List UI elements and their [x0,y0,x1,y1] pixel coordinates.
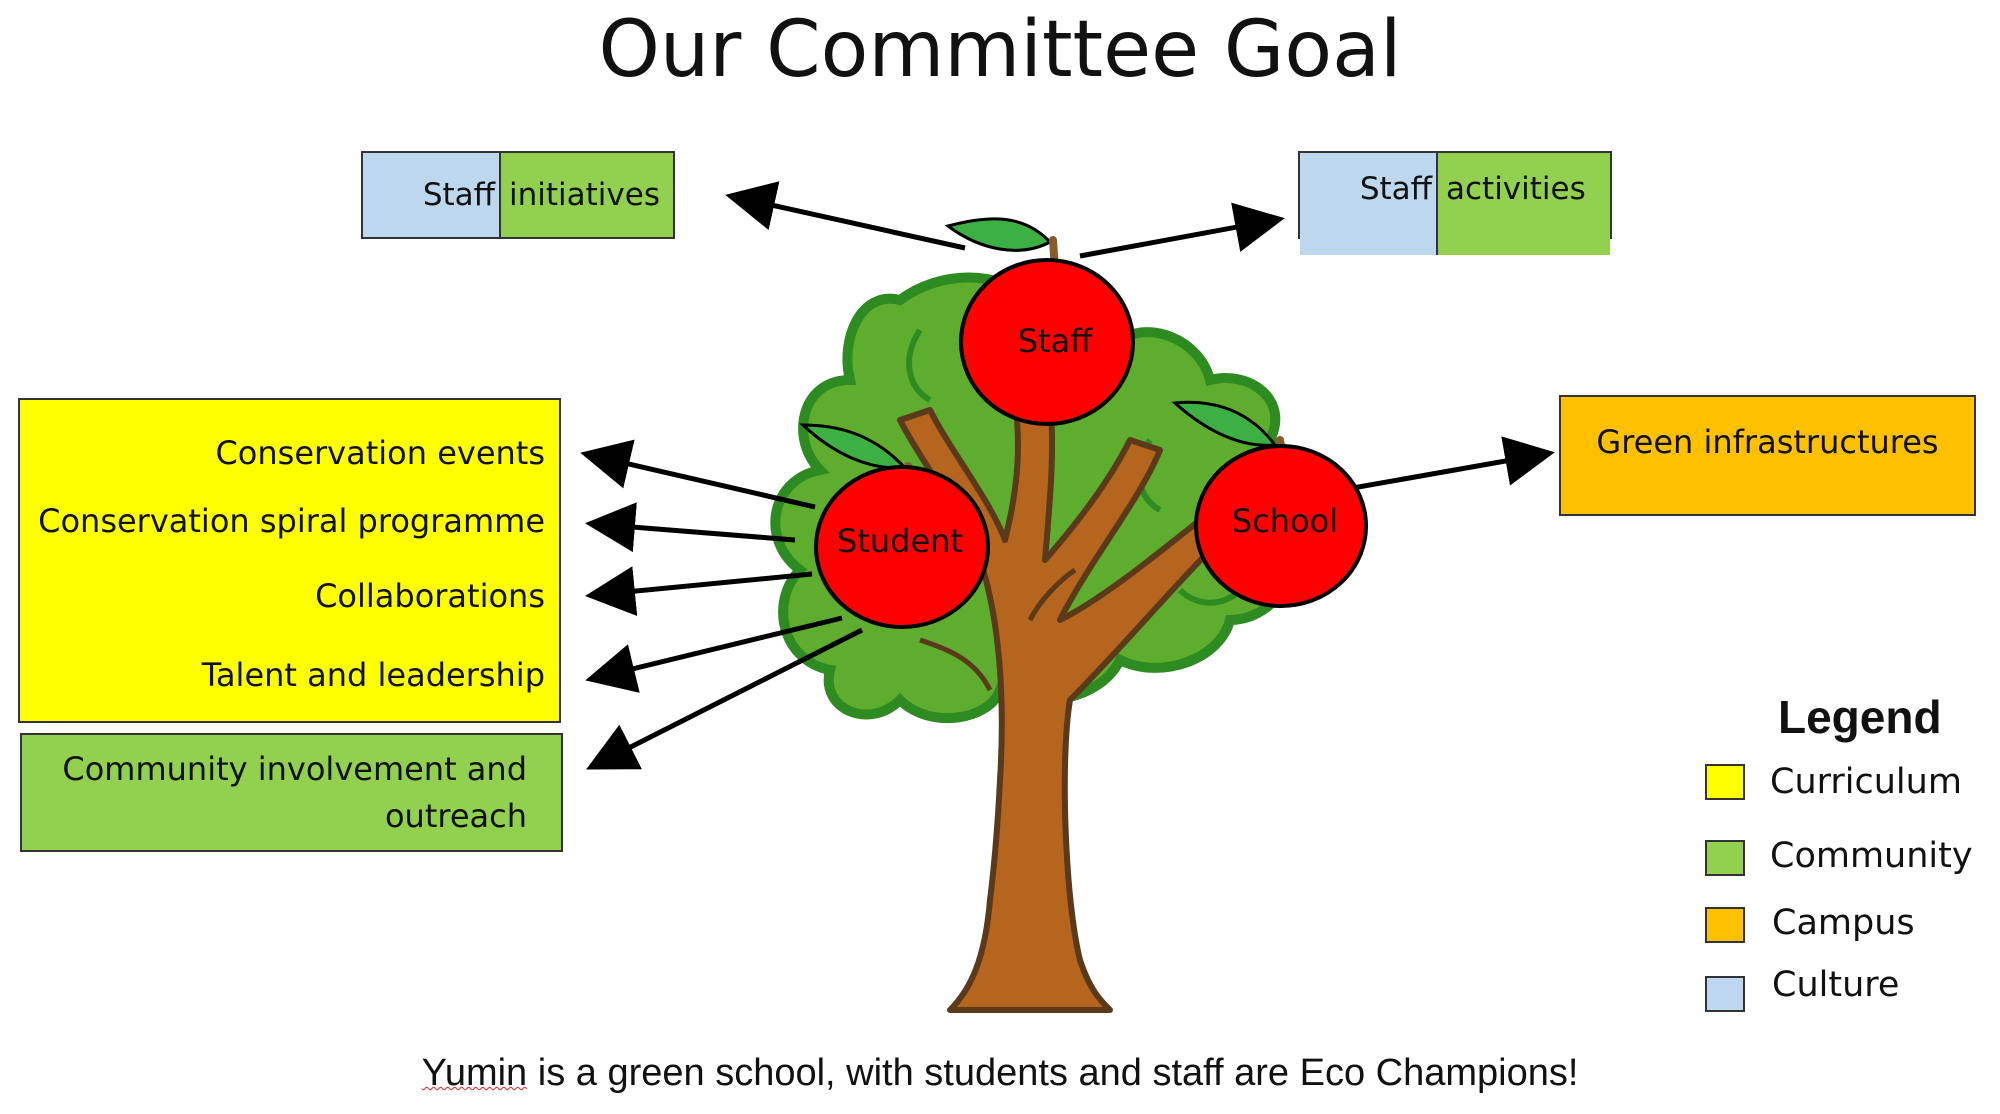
page-title: Our Committee Goal [598,5,1402,95]
arrow-community-involvement [586,627,864,770]
arrow-collaborations [585,566,813,617]
arrow-staff-activities [1079,202,1285,259]
staff-activities-culture-label: Staff [1359,171,1432,207]
legend-swatch-culture [1705,976,1745,1012]
arrow-green-infrastructures [1329,436,1555,495]
apple-school: School [1171,400,1368,608]
staff-activities-community-part: activities [1438,153,1610,255]
arrow-talent-leadership [585,615,843,693]
legend-swatch-community [1705,840,1745,876]
curriculum-item: Talent and leadership [201,656,545,694]
arrow-staff-initiatives [725,181,966,251]
apple-student-label: Student [837,522,963,560]
legend-label: Campus [1772,903,1915,943]
curriculum-item: Collaborations [315,577,545,615]
community-box: Community involvement and outreach [20,733,563,852]
community-item: Community involvement and outreach [62,749,527,835]
apple-staff: Staff [944,217,1135,426]
apple-school-label: School [1232,502,1338,540]
legend-swatch-curriculum [1705,764,1745,800]
legend-label: Curriculum [1770,762,1962,802]
staff-initiatives-community-label: initiatives [509,177,660,213]
legend-title: Legend [1778,691,1942,743]
apple-staff-label: Staff [1018,322,1093,360]
legend-label: Community [1770,836,1973,876]
staff-initiatives-culture-label: Staff [422,177,495,213]
legend-swatch-campus [1705,907,1745,943]
staff-activities-culture-part: Staff [1300,153,1438,255]
staff-activities-box: Staff activities [1298,151,1612,255]
staff-initiatives-community-part: initiatives [501,153,673,237]
caption-first-word: Yumin [421,1052,528,1094]
curriculum-item: Conservation spiral programme [38,502,545,540]
curriculum-box: Conservation events Conservation spiral … [18,398,561,723]
staff-activities-community-label: activities [1446,171,1586,207]
apple-student: Student [799,423,990,629]
arrow-conservation-spiral [585,502,796,553]
campus-box: Green infrastructures [1559,395,1976,516]
campus-item: Green infrastructures [1596,423,1939,461]
staff-initiatives-culture-part: Staff [363,153,501,237]
curriculum-item: Conservation events [215,434,545,472]
caption-text: is a green school, with students and sta… [527,1052,1579,1094]
legend-label: Culture [1772,965,1900,1005]
caption: Yumin is a green school, with students a… [0,1052,2000,1095]
arrow-conservation-events [580,439,816,510]
staff-initiatives-box: Staff initiatives [361,151,675,239]
